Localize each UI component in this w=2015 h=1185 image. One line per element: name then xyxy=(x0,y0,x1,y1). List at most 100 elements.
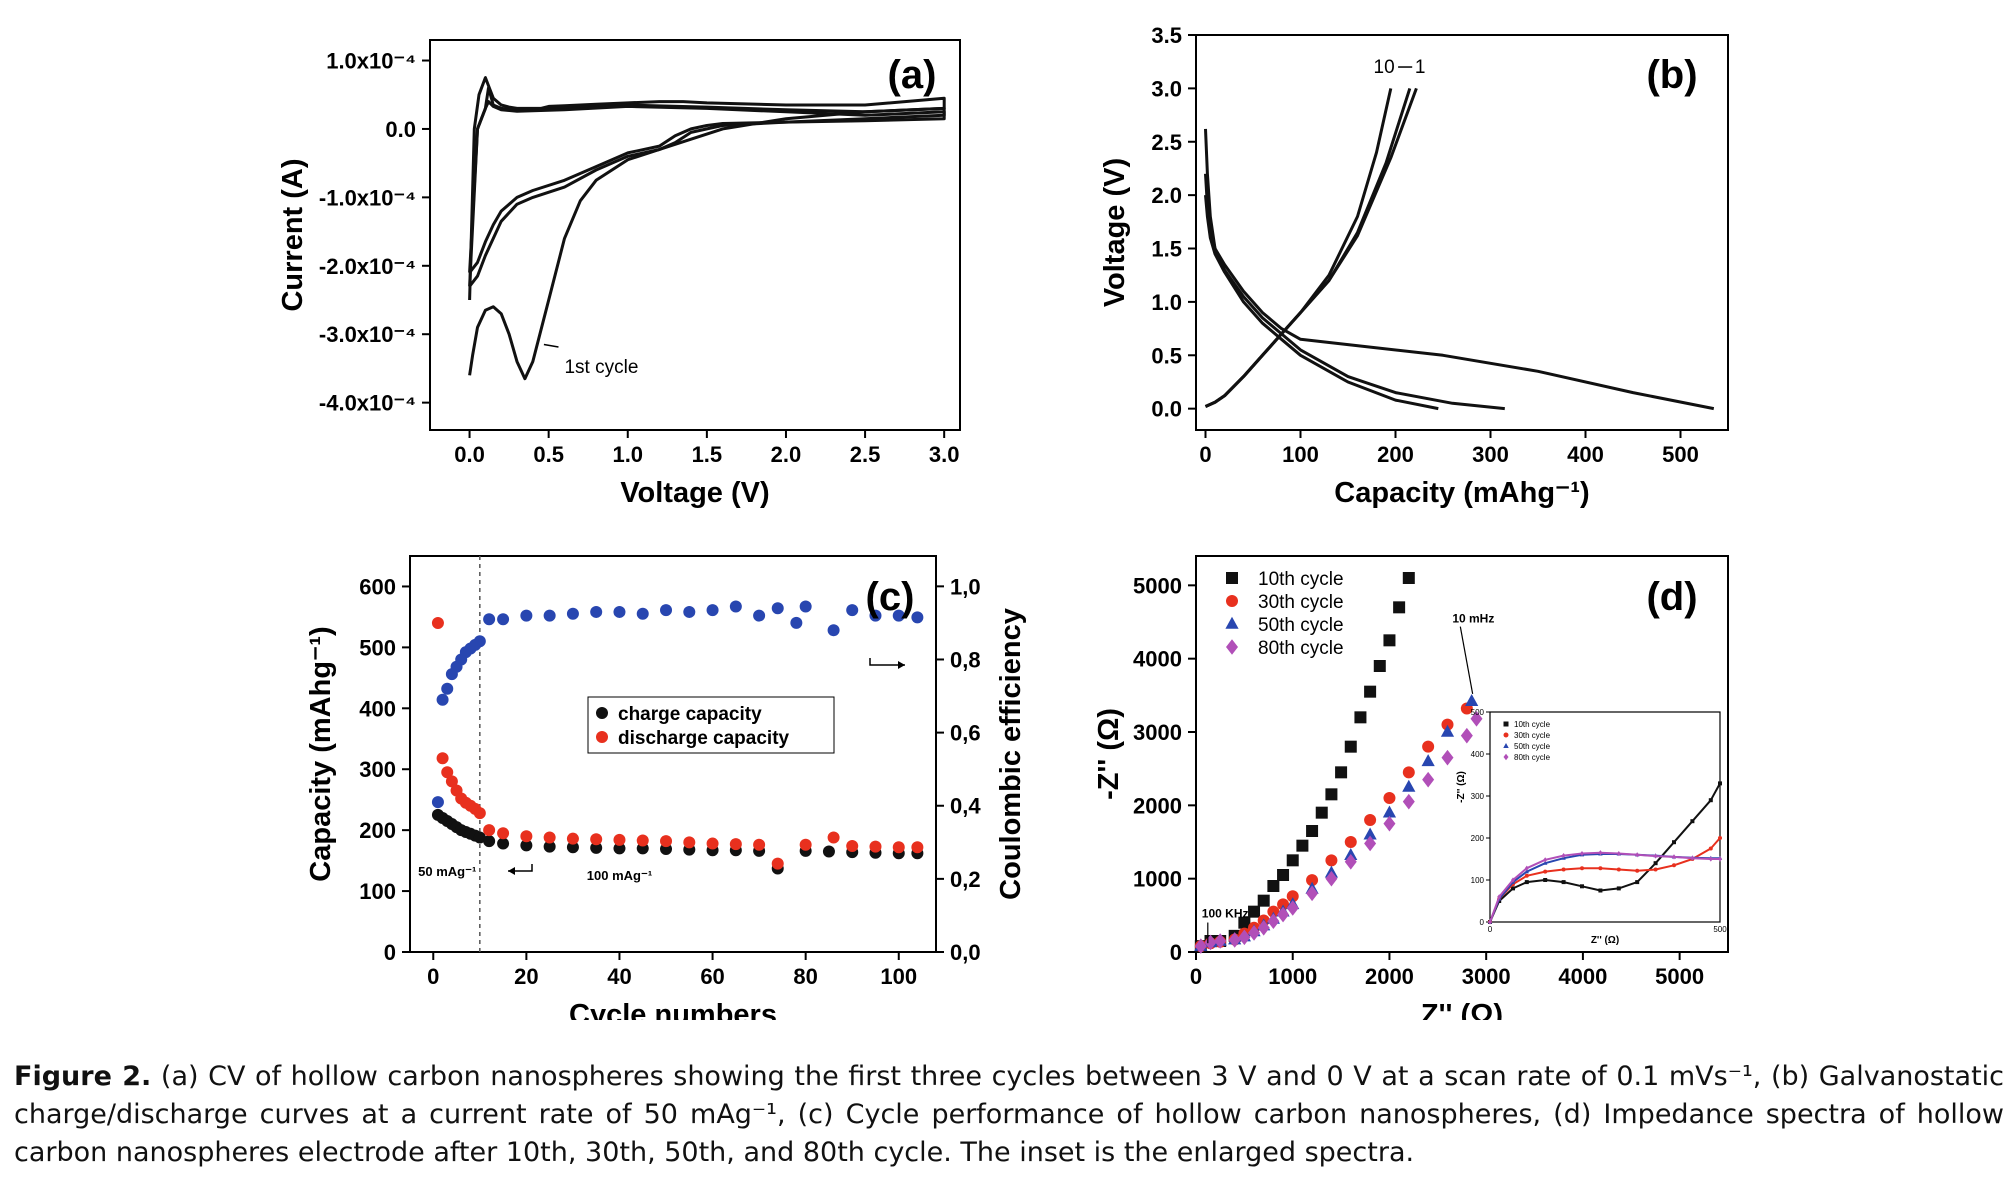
panel-d-inset-legend-marker xyxy=(1503,721,1509,727)
panel-c-point xyxy=(520,839,533,852)
panel-a-cv-curve-3 xyxy=(468,100,946,274)
panel-d-point xyxy=(1373,660,1386,672)
panel-d-point xyxy=(1364,685,1377,698)
panel-d-point xyxy=(1363,827,1377,840)
panel-d-inset-legend-label: 10th cycle xyxy=(1514,720,1551,729)
panel-a-plot-frame xyxy=(429,39,961,431)
panel-d-inset-legend-marker xyxy=(1503,732,1509,738)
panel-a-cv-curve-1 xyxy=(468,76,946,381)
panel-c-y2tick-label: 0,0 xyxy=(950,940,981,965)
panel-b-yaxis-label: Voltage (V) xyxy=(1099,158,1131,307)
panel-c-point xyxy=(566,607,579,620)
panel-d-point xyxy=(1364,835,1377,852)
panel-b-xaxis-label: Capacity (mAhg⁻¹) xyxy=(1334,477,1589,509)
panel-d-point xyxy=(1364,814,1377,826)
panel-c-right-arrow-head xyxy=(898,661,905,669)
panel-b-plot-frame xyxy=(1195,34,1729,431)
panel-a-annotation: 1st cycle xyxy=(564,357,638,378)
panel-c-rate-annotation-2: 100 mAg⁻¹ xyxy=(587,868,652,883)
panel-d-point xyxy=(1402,793,1415,810)
panel-c-xtick-label: 0 xyxy=(427,964,439,989)
panel-a-ytick-label: 1.0x10⁻⁴ xyxy=(326,49,416,74)
panel-c-xtick-label: 100 xyxy=(880,964,917,989)
panel-b-ytick-label: 0.5 xyxy=(1151,343,1182,368)
panel-c-point xyxy=(613,833,626,846)
panel-b-ytick-label: 3.0 xyxy=(1151,76,1182,101)
panel-c-ytick-label: 600 xyxy=(359,574,396,599)
panel-c-point xyxy=(790,616,803,629)
panel-a-xtick-label: 0.0 xyxy=(454,442,485,467)
panel-a-ytick-label: -4.0x10⁻⁴ xyxy=(319,391,416,416)
panel-d-point xyxy=(1228,932,1241,948)
panel-c-plot-frame xyxy=(409,555,937,953)
panel-a-yaxis-label: Current (A) xyxy=(277,158,309,311)
panel-c-yaxis-label: Capacity (mAhg⁻¹) xyxy=(305,626,337,881)
panel-c-xaxis-label: Cycle numbers xyxy=(569,999,777,1020)
panel-c-point xyxy=(892,609,905,622)
panel-c-point xyxy=(590,605,603,618)
panel-d-ytick-label: 5000 xyxy=(1133,573,1182,598)
panel-c-point xyxy=(520,609,533,622)
panel-d-point xyxy=(1402,766,1415,779)
panel-d-point xyxy=(1465,694,1479,706)
panel-c-ytick-label: 300 xyxy=(359,757,396,782)
panel-c-point xyxy=(441,766,454,779)
panel-d-point xyxy=(1248,905,1261,918)
panel-d-inset-ytick-label: 100 xyxy=(1471,876,1485,885)
panel-c-point xyxy=(566,841,579,854)
panel-d-point xyxy=(1286,890,1299,903)
panel-d-point xyxy=(1306,874,1319,887)
panel-c-point xyxy=(520,830,533,843)
panel-d-point xyxy=(1325,854,1338,867)
panel-d-inset-xtick-label: 0 xyxy=(1488,925,1493,934)
panel-d-inset-frame xyxy=(1489,711,1721,923)
panel-c-y2tick-label: 1,0 xyxy=(950,574,981,599)
panel-a-cv-chart: 0.0 0.5 1.0 1.5 2.0 2.5 3.0 1.0x10⁻⁴ 0.0 -1.0x10⁻… xyxy=(277,39,961,509)
caption-text: (a) CV of hollow carbon nanospheres show… xyxy=(14,1061,2004,1168)
panel-c-xtick-label: 60 xyxy=(700,964,724,989)
panel-d-point xyxy=(1286,854,1299,867)
panel-d-legend-label: 50th cycle xyxy=(1258,615,1344,636)
panel-d-inset-legend-label: 50th cycle xyxy=(1514,742,1551,751)
panel-d-point xyxy=(1402,779,1416,792)
panel-c-point xyxy=(636,834,649,847)
panel-d-point xyxy=(1267,880,1280,892)
panel-c-ytick-label: 0 xyxy=(384,940,396,965)
caption-label: Figure 2. xyxy=(14,1061,152,1092)
panel-d-inset-legend-marker xyxy=(1503,753,1509,761)
panel-c-legend-marker xyxy=(596,707,608,719)
panel-d-point xyxy=(1393,601,1406,614)
panel-c-point xyxy=(753,838,766,851)
panel-b-label: (b) xyxy=(1646,53,1697,97)
panel-b-ytick-label: 2.5 xyxy=(1151,130,1182,155)
panel-c-point xyxy=(799,838,812,851)
panel-d-inset: 0 100 200 300 400 500 0 500 Z'' (Ω) -Z'' (Ω) 10th … xyxy=(1456,708,1727,946)
panel-d-point xyxy=(1248,925,1261,941)
panel-c-point xyxy=(543,840,556,853)
panel-d-point xyxy=(1257,894,1270,907)
panel-d-legend-label: 10th cycle xyxy=(1258,569,1344,590)
panel-c-point xyxy=(869,609,882,622)
panel-c-point xyxy=(827,624,840,637)
panel-d-xtick-label: 0 xyxy=(1190,964,1202,989)
panel-c-point xyxy=(827,831,840,844)
panel-d-ytick-label: 1000 xyxy=(1133,867,1182,892)
panel-d-xaxis-label: Z'' (Ω) xyxy=(1421,999,1503,1020)
panel-b-xtick-label: 500 xyxy=(1662,442,1699,467)
panel-c-ytick-label: 400 xyxy=(359,696,396,721)
panel-d-inset-curve-2 xyxy=(1489,837,1721,923)
panel-d-inset-curve-1 xyxy=(1489,782,1721,923)
panel-d-ytick-label: 3000 xyxy=(1133,720,1182,745)
panel-c-series-3 xyxy=(431,600,924,809)
panel-b-xtick-label: 200 xyxy=(1377,442,1414,467)
panel-c-xtick-label: 40 xyxy=(607,964,631,989)
panel-d-point xyxy=(1383,634,1396,647)
panel-d-yaxis-label: -Z'' (Ω) xyxy=(1093,708,1125,800)
panel-d-legend-label: 80th cycle xyxy=(1258,638,1344,659)
panel-b-xtick-label: 400 xyxy=(1567,442,1604,467)
panel-d-annotation-10mhz: 10 mHz xyxy=(1452,612,1494,626)
panel-a-xtick-label: 2.0 xyxy=(771,442,802,467)
panel-a-xtick-label: 1.0 xyxy=(612,442,643,467)
panel-d-inset-curve-4 xyxy=(1489,851,1720,923)
